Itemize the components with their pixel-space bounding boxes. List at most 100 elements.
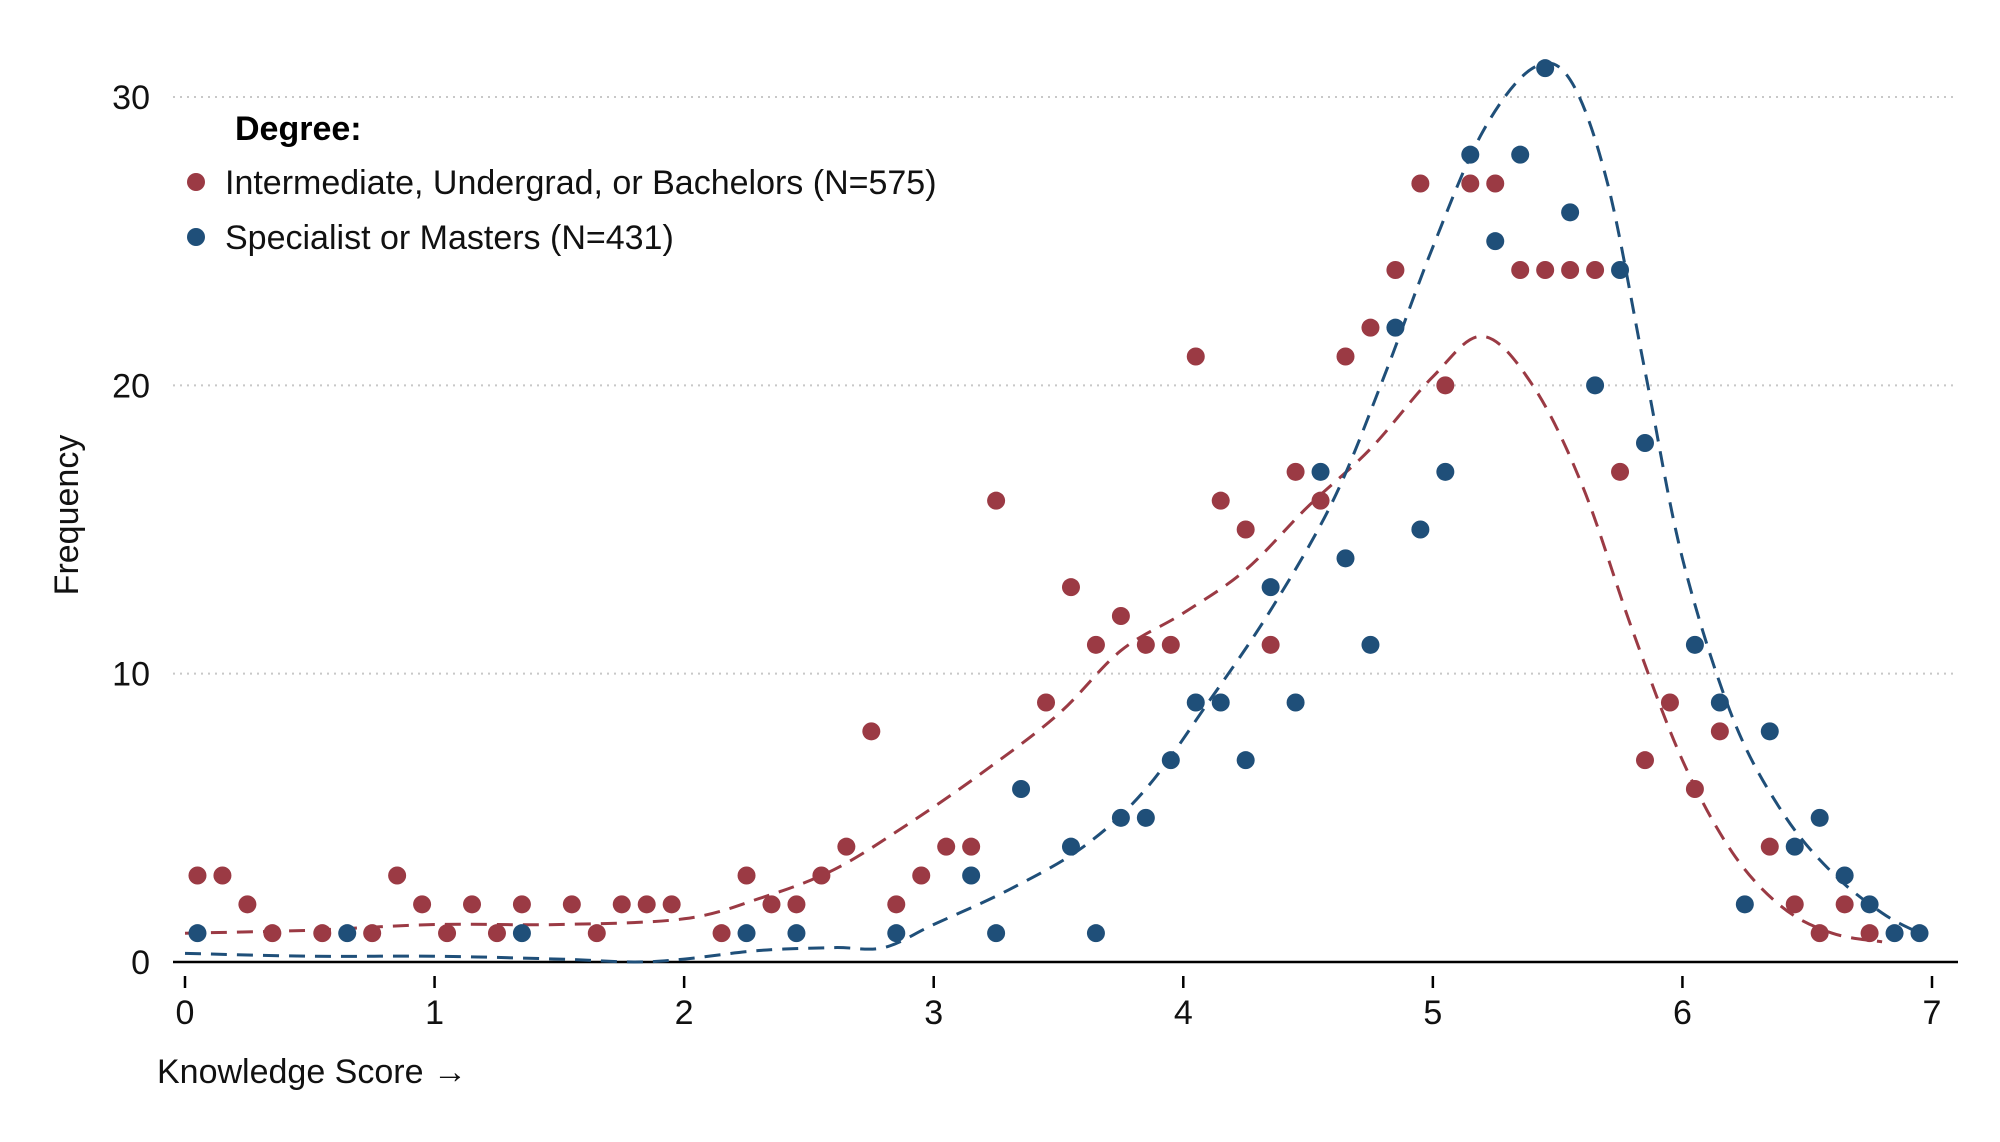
x-axis-label: Knowledge Score → [157, 1053, 467, 1091]
point-series-1-6 [962, 866, 981, 885]
x-tick-label-6: 6 [1673, 994, 1692, 1032]
point-series-0-44 [1411, 174, 1430, 193]
point-series-1-24 [1436, 462, 1455, 481]
point-series-0-13 [587, 924, 606, 943]
point-series-1-29 [1561, 203, 1580, 222]
point-series-1-40 [1860, 895, 1879, 914]
point-series-0-22 [837, 837, 856, 856]
legend-label-specialist: Specialist or Masters (N=431) [225, 219, 674, 257]
legend-title: Degree: [235, 110, 362, 148]
point-series-1-5 [887, 924, 906, 943]
point-series-0-40 [1311, 491, 1330, 510]
point-series-0-2 [238, 895, 257, 914]
point-series-1-25 [1461, 145, 1480, 164]
x-tick-label-0: 0 [176, 994, 195, 1032]
point-series-0-55 [1685, 780, 1704, 798]
legend-marker-specialist [187, 228, 205, 246]
x-tick-label-7: 7 [1923, 994, 1942, 1032]
legend-marker-intermediate [187, 173, 205, 191]
point-series-1-12 [1136, 808, 1155, 827]
point-series-0-34 [1161, 635, 1180, 654]
point-series-0-8 [438, 924, 457, 943]
point-series-0-59 [1810, 924, 1829, 943]
point-series-1-35 [1735, 895, 1754, 914]
point-series-0-23 [862, 722, 881, 741]
point-series-1-13 [1161, 751, 1180, 770]
point-series-0-36 [1211, 491, 1230, 510]
point-series-1-17 [1261, 578, 1280, 597]
point-series-0-20 [787, 895, 806, 914]
point-series-0-39 [1286, 462, 1305, 481]
point-series-0-1 [213, 866, 232, 885]
point-series-1-19 [1311, 462, 1330, 481]
point-series-0-11 [512, 895, 531, 914]
point-series-1-41 [1885, 924, 1904, 943]
point-series-1-4 [787, 924, 806, 943]
point-series-0-0 [188, 866, 207, 885]
point-series-1-39 [1835, 866, 1854, 885]
point-series-0-14 [612, 895, 631, 914]
y-tick-label-30: 30 [112, 79, 150, 117]
point-series-0-57 [1760, 837, 1779, 856]
point-series-1-31 [1611, 261, 1630, 279]
point-series-0-5 [363, 924, 382, 943]
point-series-0-54 [1660, 693, 1679, 712]
point-series-1-42 [1910, 924, 1929, 943]
smooth-curve-series-0 [184, 334, 1883, 944]
point-series-1-0 [188, 924, 207, 943]
point-series-1-10 [1086, 924, 1105, 943]
point-series-0-46 [1461, 174, 1480, 193]
point-series-1-36 [1760, 722, 1779, 741]
point-series-1-23 [1411, 520, 1430, 539]
point-series-0-41 [1336, 347, 1355, 366]
point-series-0-24 [887, 895, 906, 914]
data-points [188, 59, 1929, 943]
point-series-0-56 [1710, 722, 1729, 741]
point-series-1-2 [512, 924, 531, 943]
point-series-1-9 [1061, 837, 1080, 856]
point-series-0-7 [413, 895, 432, 914]
x-tick-label-3: 3 [924, 994, 943, 1032]
x-tick-label-4: 4 [1174, 994, 1193, 1032]
point-series-0-51 [1586, 261, 1605, 279]
y-tick-label-10: 10 [112, 656, 150, 694]
point-series-0-42 [1361, 318, 1380, 337]
point-series-0-58 [1785, 895, 1804, 914]
point-series-0-3 [263, 924, 282, 943]
point-series-1-27 [1511, 145, 1530, 164]
point-series-1-26 [1486, 232, 1505, 251]
x-tick-label-1: 1 [425, 994, 444, 1032]
point-series-1-20 [1336, 549, 1355, 568]
point-series-1-38 [1810, 808, 1829, 827]
point-series-0-18 [737, 866, 756, 885]
point-series-0-35 [1186, 347, 1205, 366]
point-series-0-47 [1486, 174, 1505, 193]
point-series-1-21 [1361, 635, 1380, 654]
point-series-0-9 [463, 895, 482, 914]
point-series-0-38 [1261, 635, 1280, 654]
point-series-0-26 [937, 837, 956, 856]
point-series-0-16 [662, 895, 681, 914]
x-tick-label-5: 5 [1423, 994, 1442, 1032]
point-series-0-17 [712, 924, 731, 943]
point-series-0-49 [1536, 261, 1555, 279]
point-series-1-32 [1635, 434, 1654, 452]
point-series-0-61 [1860, 924, 1879, 943]
point-series-0-6 [388, 866, 407, 885]
point-series-1-3 [737, 924, 756, 943]
legend: Degree: Intermediate, Undergrad, or Bach… [187, 110, 937, 257]
point-series-0-15 [637, 895, 656, 914]
point-series-1-15 [1211, 693, 1230, 712]
point-series-1-30 [1586, 376, 1605, 395]
y-axis-label: Frequency [48, 435, 86, 596]
point-series-0-25 [912, 866, 931, 885]
point-series-1-1 [338, 924, 357, 943]
point-series-0-43 [1386, 261, 1405, 279]
point-series-1-18 [1286, 693, 1305, 712]
point-series-0-21 [812, 866, 831, 885]
point-series-1-14 [1186, 693, 1205, 712]
point-series-1-33 [1685, 635, 1704, 654]
point-series-0-29 [1037, 693, 1056, 712]
point-series-0-50 [1561, 261, 1580, 279]
point-series-0-10 [487, 924, 506, 943]
